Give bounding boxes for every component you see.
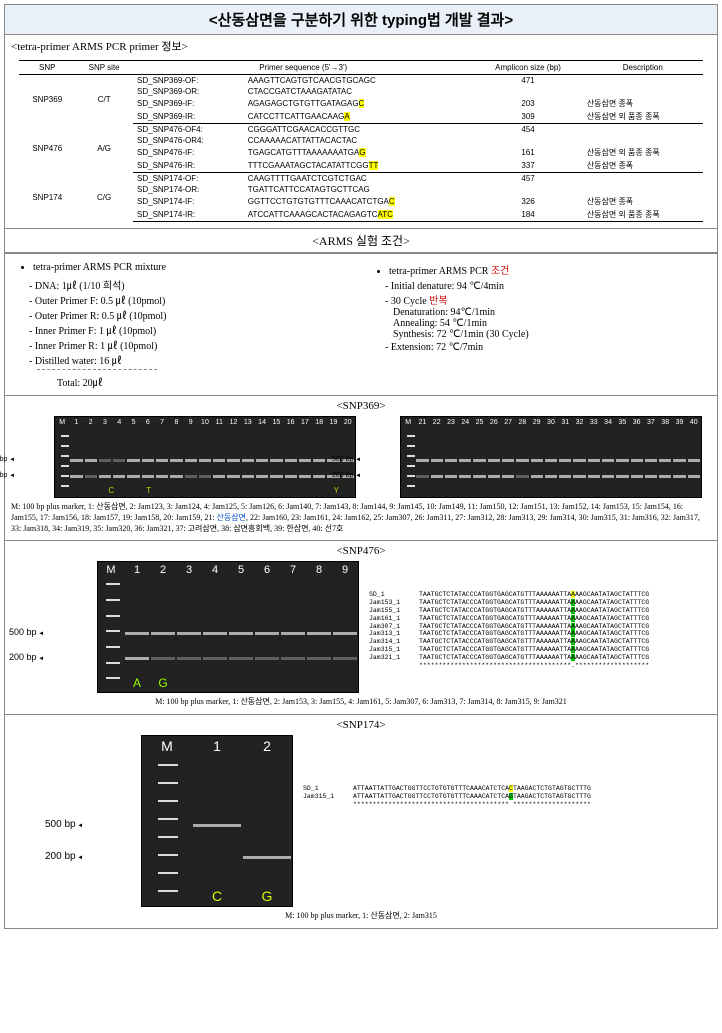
mixture-total: Total: 20㎕ bbox=[57, 374, 349, 389]
arms-conditions: tetra-primer ARMS PCR mixture DNA: 1㎕ (1… bbox=[5, 253, 717, 396]
primer-table: SNP SNP site Primer sequence (5'→3') Amp… bbox=[19, 60, 703, 222]
snp174-caption: M: 100 bp plus marker, 1: 산동삼면, 2: Jam31… bbox=[11, 911, 711, 922]
condition-list: Initial denature: 94 ℃/4min 30 Cycle 반복 bbox=[385, 281, 705, 307]
snp476-title: <SNP476> bbox=[11, 545, 711, 557]
snp369-gel-2: M212223242526272829303132333435363738394… bbox=[400, 416, 702, 498]
bp-200-label-174: 200 bp bbox=[45, 851, 83, 862]
snp476-caption: M: 100 bp plus marker, 1: 산동삼면, 2: Jam15… bbox=[11, 697, 711, 708]
snp174-gel: M12 CG bbox=[141, 735, 293, 907]
cond-denat: Denaturation: 94℃/1min bbox=[393, 307, 705, 318]
snp174-alignment: SD_1ATTAATTATTGACTGGTTCCTGTGTGTTTCAAACAT… bbox=[303, 785, 591, 808]
snp174-title: <SNP174> bbox=[11, 719, 711, 731]
snp369-caption: M: 100 bp plus marker, 1: 산동삼면, 2: Jam12… bbox=[11, 502, 711, 534]
primer-info-title: <tetra-primer ARMS PCR primer 정보> bbox=[5, 35, 717, 57]
bp-200-label: 200 bp bbox=[0, 472, 15, 479]
th-desc: Description bbox=[583, 61, 703, 75]
main-title: <산동삼면을 구분하기 위한 typing법 개발 결과> bbox=[5, 5, 717, 35]
th-site: SNP site bbox=[75, 61, 133, 75]
cond-initial: Initial denature: 94 ℃/4min bbox=[385, 281, 705, 292]
th-seq: Primer sequence (5'→3') bbox=[133, 61, 473, 75]
mixture-col: tetra-primer ARMS PCR mixture DNA: 1㎕ (1… bbox=[5, 254, 361, 395]
primer-header-row: SNP SNP site Primer sequence (5'→3') Amp… bbox=[19, 61, 703, 75]
snp369-section: <SNP369> M123456789101112131415161718192… bbox=[5, 396, 717, 541]
snp476-gel: M123456789 AG bbox=[97, 561, 359, 693]
snp476-alignment: SD_1TAATGCTCTATACCCATGGTGAGCATGTTTAAAAAA… bbox=[369, 591, 649, 669]
condition-col: tetra-primer ARMS PCR 조건 Initial denatur… bbox=[361, 254, 717, 395]
mixture-divider bbox=[37, 369, 157, 370]
snp369-title: <SNP369> bbox=[11, 400, 711, 412]
mixture-list: DNA: 1㎕ (1/10 희석)Outer Primer F: 0.5 ㎕ (… bbox=[29, 277, 349, 367]
condition-title: tetra-primer ARMS PCR 조건 bbox=[389, 262, 705, 277]
th-amp: Amplicon size (bp) bbox=[473, 61, 582, 75]
bp-500-label-476: 500 bp bbox=[9, 627, 44, 637]
snp476-section: <SNP476> M123456789 AG 500 bp 200 bp SD_… bbox=[5, 541, 717, 715]
cond-cycle-head: 30 Cycle 반복 bbox=[385, 292, 705, 307]
bp-500-label-174: 500 bp bbox=[45, 819, 83, 830]
snp174-section: <SNP174> M12 CG 500 bp 200 bp SD_1ATTAAT… bbox=[5, 715, 717, 928]
mixture-title: tetra-primer ARMS PCR mixture bbox=[33, 262, 349, 273]
cond-synth: Synthesis: 72 ℃/1min (30 Cycle) bbox=[393, 329, 705, 340]
cond-cycle-block: Denaturation: 94℃/1min Annealing: 54 ℃/1… bbox=[393, 307, 705, 340]
th-snp: SNP bbox=[19, 61, 75, 75]
arms-title: <ARMS 실험 조건> bbox=[5, 228, 717, 253]
cond-anneal: Annealing: 54 ℃/1min bbox=[393, 318, 705, 329]
document-frame: <산동삼면을 구분하기 위한 typing법 개발 결과> <tetra-pri… bbox=[4, 4, 718, 929]
bp-200-label-2: 200 bp bbox=[332, 472, 361, 479]
snp369-gel-1: M1234567891011121314151617181920 CTY bbox=[54, 416, 356, 498]
bp-500-label-2: 500 bp bbox=[332, 456, 361, 463]
bp-500-label: 500 bp bbox=[0, 456, 15, 463]
bp-200-label-476: 200 bp bbox=[9, 652, 44, 662]
cond-ext: Extension: 72 ℃/7min bbox=[385, 342, 705, 353]
